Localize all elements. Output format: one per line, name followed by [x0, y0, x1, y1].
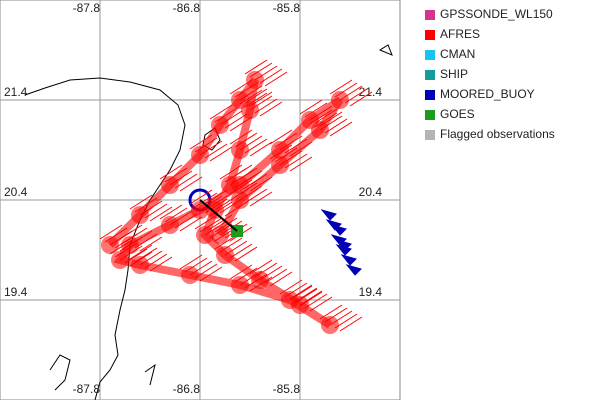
legend-label: AFRES: [440, 27, 480, 41]
barb-shaft: [149, 206, 173, 222]
barb-shaft: [299, 99, 323, 115]
barb-shaft: [244, 59, 268, 75]
legend-swatch: [425, 90, 435, 100]
legend-swatch: [425, 110, 435, 120]
barb-shaft: [179, 176, 203, 192]
barb-shaft: [209, 146, 233, 162]
y-tick-label: 20.4: [359, 185, 383, 199]
barb-shaft: [189, 189, 213, 205]
barb-shaft: [209, 104, 233, 120]
barb-shaft: [129, 194, 153, 210]
y-tick-label: 21.4: [4, 85, 28, 99]
barb-shaft: [249, 141, 273, 157]
legend-swatch: [425, 130, 435, 140]
barb-shaft: [179, 216, 203, 232]
barb-shaft: [349, 91, 373, 107]
y-tick-label: 19.4: [359, 285, 383, 299]
barb-shaft: [289, 156, 313, 172]
y-tick-label: 19.4: [4, 285, 28, 299]
coast: [49, 354, 71, 391]
legend-label: GPSSONDE_WL150: [440, 7, 553, 21]
barb-shaft: [329, 121, 353, 137]
legend-label: Flagged observations: [440, 127, 555, 141]
legend-label: SHIP: [440, 67, 468, 81]
legend-swatch: [425, 70, 435, 80]
island: [378, 44, 393, 56]
legend-swatch: [425, 50, 435, 60]
x-tick-label: -87.8: [73, 382, 101, 396]
x-tick-label: -85.8: [273, 382, 301, 396]
barb-shaft: [339, 316, 363, 332]
grid: [0, 0, 400, 400]
legend-label: MOORED_BUOY: [440, 87, 535, 101]
x-tick-label: -87.8: [73, 1, 101, 15]
barb-shaft: [269, 271, 293, 287]
buoy-barb: [345, 264, 362, 276]
barb-shaft: [329, 79, 353, 95]
barb-shaft: [269, 129, 293, 145]
barb-shaft: [249, 191, 273, 207]
flight-track: [107, 77, 344, 329]
barb-shaft: [179, 254, 203, 270]
barb-shaft: [234, 246, 258, 262]
x-tick-label: -86.8: [173, 1, 201, 15]
y-tick-label: 21.4: [359, 85, 383, 99]
barb-shaft: [259, 101, 283, 117]
coast: [144, 363, 156, 386]
x-tick-label: -85.8: [273, 1, 301, 15]
y-tick-label: 20.4: [4, 185, 28, 199]
buoy-barb: [320, 209, 337, 221]
legend-label: CMAN: [440, 47, 475, 61]
legend-label: GOES: [440, 107, 475, 121]
buoy-barb: [330, 224, 347, 236]
legend-swatch: [425, 30, 435, 40]
barb-shaft: [309, 296, 333, 312]
coast: [24, 77, 186, 400]
buoy-barb: [340, 254, 357, 266]
barb-shaft: [129, 244, 153, 260]
barb-shaft: [159, 204, 183, 220]
x-tick-label: -86.8: [173, 382, 201, 396]
barb-shaft: [139, 236, 163, 252]
barb-shaft: [99, 224, 123, 240]
buoy-barb: [335, 239, 352, 251]
storm-motion: [199, 199, 238, 232]
legend-swatch: [425, 10, 435, 20]
barb-shaft: [264, 71, 288, 87]
barb-shaft: [159, 164, 183, 180]
